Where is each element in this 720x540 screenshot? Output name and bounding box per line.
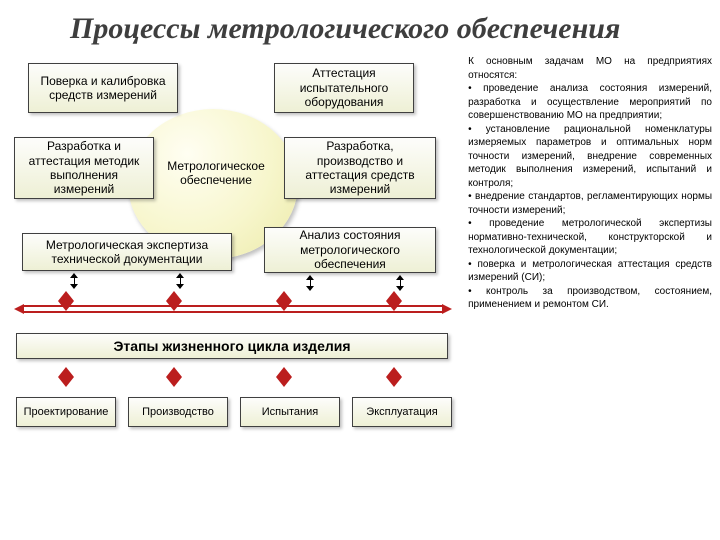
red-arrow-b3 (276, 367, 292, 387)
arrow-box6-down2 (396, 275, 404, 291)
red-arrow-b4 (386, 367, 402, 387)
box-methodology: Разработка и аттестация методик выполнен… (14, 137, 154, 199)
red-arrow-2 (166, 291, 182, 311)
stage-exploitation: Эксплуатация (352, 397, 452, 427)
box-expertise: Метрологическая экспертиза технической д… (22, 233, 232, 271)
red-arrow-b2 (166, 367, 182, 387)
page-title: Процессы метрологического обеспечения (0, 0, 720, 45)
red-right-arrow-icon (442, 304, 452, 314)
box-analysis: Анализ состояния метрологического обеспе… (264, 227, 436, 273)
box-production: Разработка, производство и аттестация ср… (284, 137, 436, 199)
hline-bot (24, 311, 442, 313)
sidebar-intro: К основным задачам МО на предприятиях от… (468, 55, 712, 82)
lifecycle-bar: Этапы жизненного цикла изделия (16, 333, 448, 359)
red-arrow-4 (386, 291, 402, 311)
red-arrow-1 (58, 291, 74, 311)
red-arrow-3 (276, 291, 292, 311)
diagram-area: Метрологическое обеспечение Поверка и ка… (6, 45, 462, 465)
sidebar-bullet-0: • проведение анализа состояния измерений… (468, 82, 712, 123)
stage-testing: Испытания (240, 397, 340, 427)
box-attestation-equipment: Аттестация испытательного оборудования (274, 63, 414, 113)
sidebar-bullet-2: • внедрение стандартов, регламентирующих… (468, 190, 712, 217)
red-arrow-b1 (58, 367, 74, 387)
arrow-box6-down (306, 275, 314, 291)
center-label: Метрологическое обеспечение (156, 159, 276, 188)
stage-production: Производство (128, 397, 228, 427)
sidebar-bullet-3: • проведение метрологической экспертизы … (468, 217, 712, 258)
sidebar-bullet-4: • поверка и метрологическая аттестация с… (468, 258, 712, 285)
stage-design: Проектирование (16, 397, 116, 427)
arrow-box1-down2 (176, 273, 184, 289)
sidebar-bullet-1: • установление рациональной номенклатуры… (468, 123, 712, 191)
box-verification: Поверка и калибровка средств измерений (28, 63, 178, 113)
red-left-arrow-icon (14, 304, 24, 314)
hline-top (24, 305, 442, 307)
main-layout: Метрологическое обеспечение Поверка и ка… (0, 45, 720, 475)
sidebar-bullet-5: • контроль за производством, состоянием,… (468, 285, 712, 312)
arrow-box1-down (70, 273, 78, 289)
sidebar-text: К основным задачам МО на предприятиях от… (462, 45, 714, 475)
